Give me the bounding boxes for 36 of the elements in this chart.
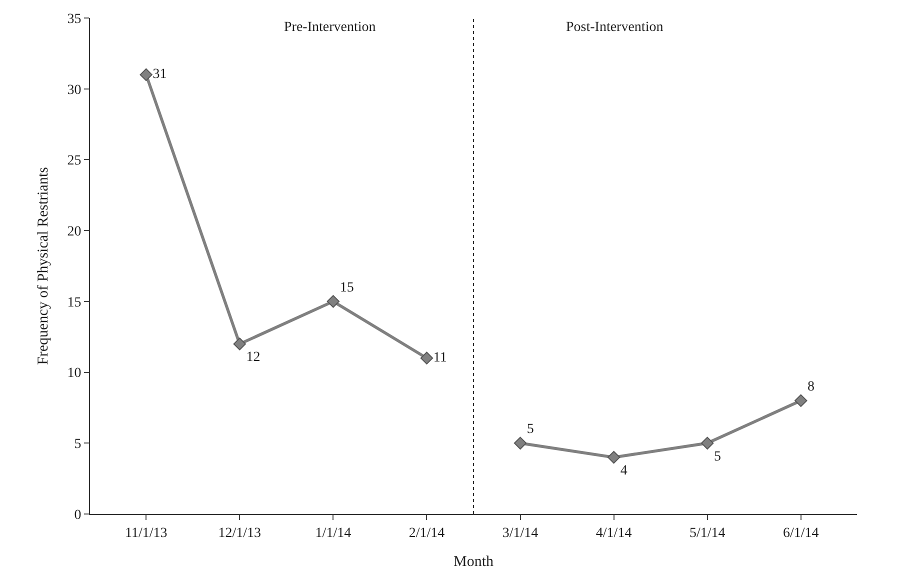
x-axis-title: Month: [453, 554, 494, 570]
point: [233, 338, 246, 350]
point: [140, 68, 152, 82]
point: [700, 436, 714, 450]
y-tick-label: 5: [74, 437, 82, 452]
point: [607, 450, 620, 464]
y-tick-label: 35: [67, 12, 82, 27]
x-tick-label: 2/1/14: [408, 526, 445, 541]
point: [326, 295, 340, 308]
data-label: 15: [340, 280, 354, 296]
y-axis-title: Frequency of Physical Restriants: [35, 166, 52, 365]
annotation: Pre-Intervention: [284, 20, 376, 35]
point: [794, 394, 808, 407]
data-label: 12: [246, 350, 260, 366]
data-label: 31: [152, 67, 167, 82]
x-tick-label: 4/1/14: [596, 526, 632, 541]
x-tick-label: 3/1/14: [502, 526, 538, 541]
y-tick-label: 30: [67, 82, 82, 98]
data-label: 8: [808, 380, 815, 395]
y-tick-label: 10: [67, 366, 82, 382]
data-label: 5: [526, 422, 534, 438]
x-tick-label: 11/1/13: [124, 526, 168, 541]
annotation: Post-Intervention: [566, 20, 664, 35]
data-label: 5: [714, 449, 721, 464]
point: [420, 352, 434, 364]
x-tick-label: 6/1/14: [782, 526, 819, 541]
x-tick-label: 12/1/13: [218, 526, 262, 541]
point: [514, 436, 527, 450]
y-tick-label: 15: [67, 295, 82, 310]
y-tick-label: 25: [67, 154, 82, 169]
x-tick-label: 1/1/14: [315, 526, 352, 541]
y-tick-label: 0: [74, 508, 82, 523]
y-tick-label: 20: [67, 224, 82, 240]
data-label: 11: [433, 350, 447, 366]
x-tick-label: 5/1/14: [689, 526, 726, 541]
data-label: 4: [620, 463, 628, 478]
